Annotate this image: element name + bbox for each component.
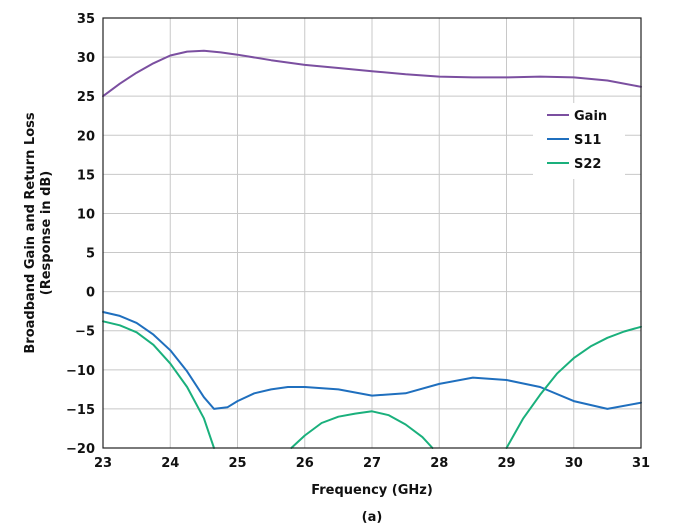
x-axis-ticks: 23 24 25 26 27 28 29 30 31 [94,456,650,471]
y-tick-label: −15 [66,403,95,418]
legend-label-s11: S11 [574,133,601,148]
x-axis-title: Frequency (GHz) [311,483,433,498]
y-tick-label: 20 [77,129,95,144]
y-tick-label: 0 [86,286,95,301]
figure-caption: (a) [362,510,383,525]
y-tick-label: 35 [77,12,95,27]
series-line-gain [102,49,642,98]
legend-label-gain: Gain [574,109,607,124]
y-tick-label: −20 [66,442,95,457]
x-tick-label: 28 [430,456,448,471]
x-tick-label: 27 [363,456,381,471]
series-layer [102,49,642,449]
x-tick-label: 25 [228,456,246,471]
legend-label-s22: S22 [574,157,601,172]
x-tick-label: 29 [497,456,515,471]
y-tick-label: 15 [77,168,95,183]
legend: Gain S11 S22 [533,103,625,179]
y-tick-label: 10 [77,207,95,222]
x-tick-label: 26 [296,456,314,471]
y-axis-ticks: 35 30 25 20 15 10 5 0 −5 −10 −15 −20 [66,12,95,457]
x-tick-label: 30 [565,456,583,471]
y-tick-label: 5 [86,247,95,262]
y-tick-label: 30 [77,51,95,66]
y-tick-label: −10 [66,364,95,379]
x-tick-label: 24 [161,456,179,471]
x-tick-label: 31 [632,456,650,471]
series-line-s11 [102,311,642,410]
plot-frame [102,17,642,449]
y-axis-title-line1: Broadband Gain and Return Loss [23,112,38,353]
y-tick-label: 25 [77,90,95,105]
series-line-s22 [102,320,642,449]
y-tick-label: −5 [75,325,95,340]
x-tick-label: 23 [94,456,112,471]
y-axis-title-line2: (Response in dB) [39,171,54,295]
